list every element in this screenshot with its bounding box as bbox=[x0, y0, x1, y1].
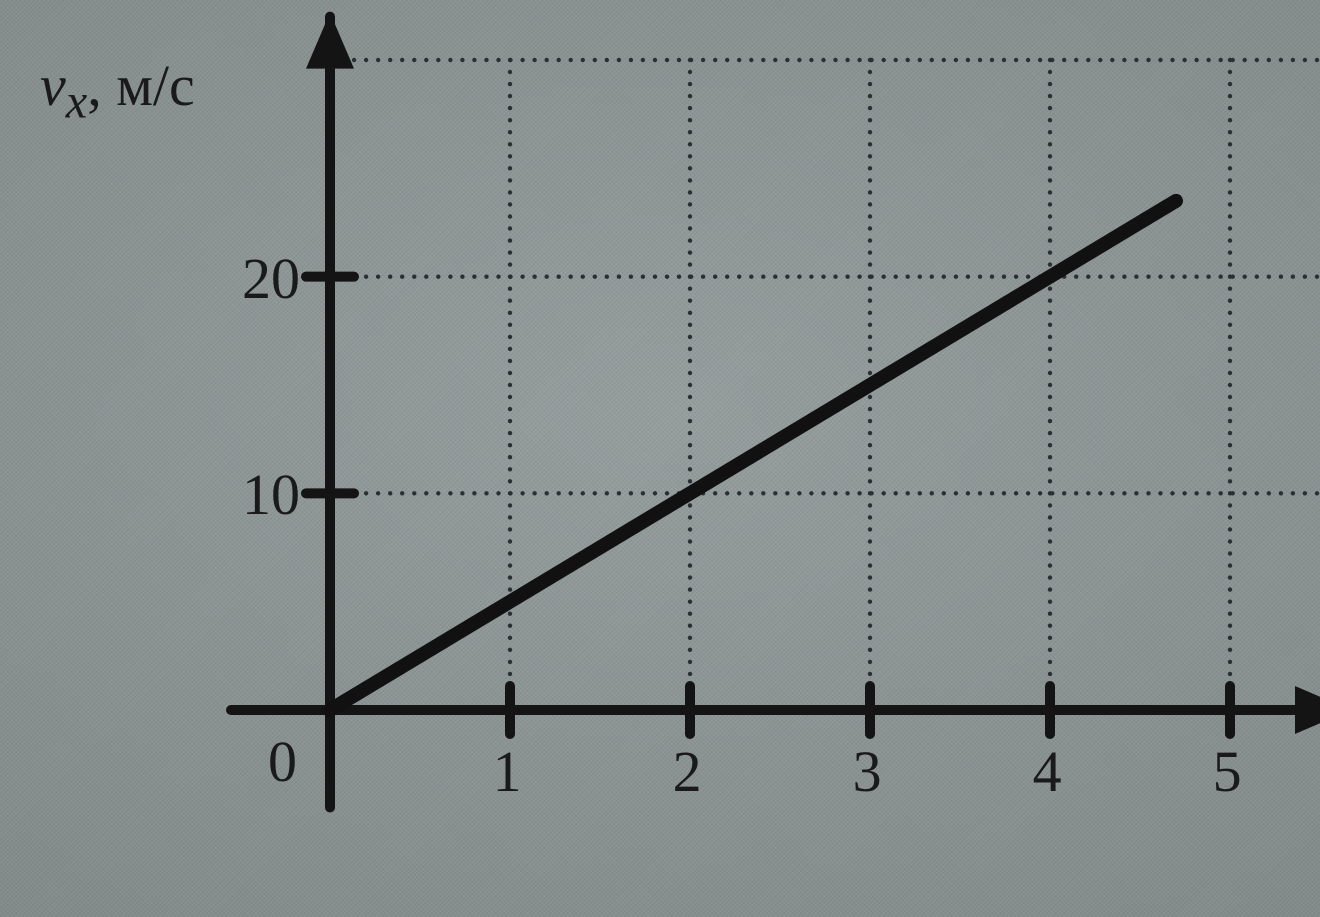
x-tick-label: 1 bbox=[493, 738, 522, 805]
y-axis-label-sub: x bbox=[66, 76, 87, 129]
y-tick-label: 20 bbox=[210, 245, 300, 312]
velocity-time-chart bbox=[0, 0, 1320, 917]
y-axis-label-unit: , м/с bbox=[87, 53, 195, 118]
axes bbox=[231, 13, 1320, 808]
tick-marks bbox=[306, 277, 1230, 734]
x-tick-label: 3 bbox=[853, 738, 882, 805]
y-tick-label: 10 bbox=[210, 461, 300, 528]
x-tick-label: 5 bbox=[1213, 738, 1242, 805]
y-axis-label-var: v bbox=[40, 53, 66, 118]
x-tick-label: 2 bbox=[673, 738, 702, 805]
origin-label: 0 bbox=[268, 728, 297, 795]
y-axis-label: vx, м/с bbox=[40, 52, 195, 130]
x-tick-label: 4 bbox=[1033, 738, 1062, 805]
